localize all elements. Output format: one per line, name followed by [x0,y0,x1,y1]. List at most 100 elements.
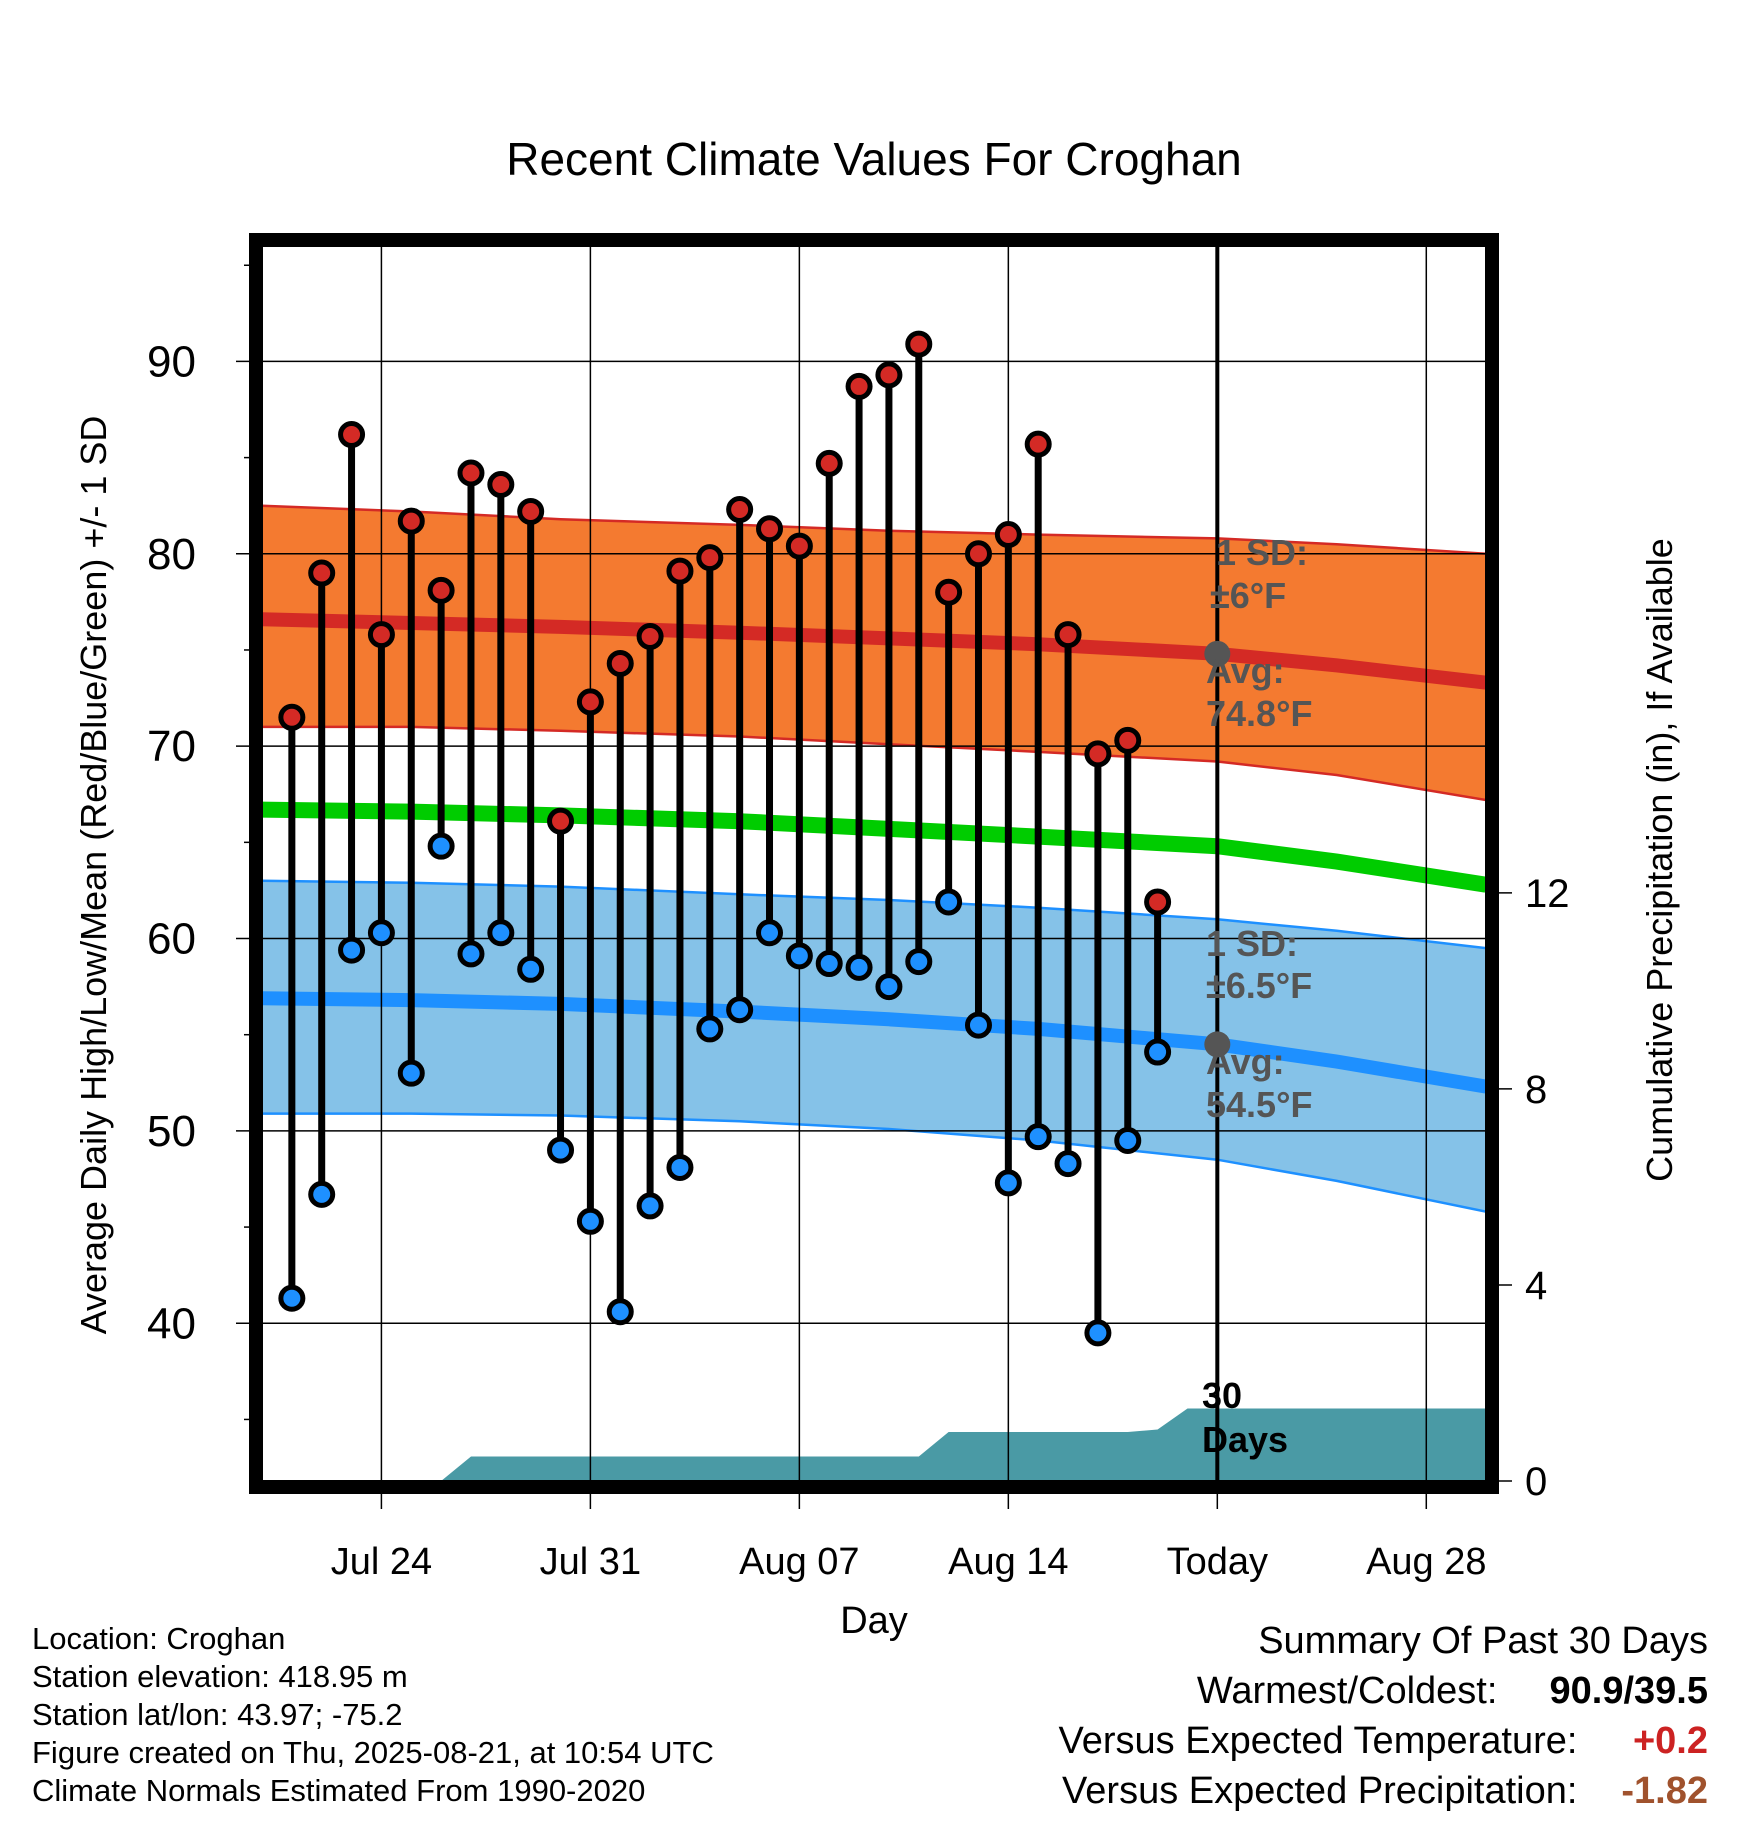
daily-low-point [726,996,754,1024]
precip-days-number: 30 [1202,1375,1242,1416]
daily-low-point [606,1298,634,1326]
summary-title: Summary Of Past 30 Days [1258,1620,1708,1662]
daily-high-point [1144,888,1172,916]
daily-low-point [875,973,903,1001]
daily-high-point [278,703,306,731]
x-tick-label: Today [1167,1541,1268,1583]
warm-cold-label: Warmest/Coldest: [1196,1670,1498,1712]
summary-temp: Versus Expected Temperature: +0.2 [1059,1716,1708,1766]
y-axis-label: Average Daily High/Low/Mean (Red/Blue/Gr… [73,416,114,1335]
daily-low-point [487,919,515,947]
info-created: Figure created on Thu, 2025-08-21, at 10… [32,1735,714,1770]
daily-high-point [696,544,724,572]
daily-high-point [756,515,784,543]
daily-high-point [1024,430,1052,458]
low-sd-lower-edge [262,1112,1486,1213]
precip-area [441,1408,1486,1481]
precip-value: -1.82 [1621,1770,1708,1812]
y-tick-label: 80 [147,530,196,579]
low-avg-value: 54.5°F [1206,1084,1312,1125]
daily-low-point [576,1207,604,1235]
daily-high-point [338,421,366,449]
low-sd-label: 1 SD: [1206,923,1298,964]
chart-title: Recent Climate Values For Croghan [506,133,1241,185]
daily-low-point [1084,1319,1112,1347]
daily-high-point [397,507,425,535]
daily-low-point [1114,1127,1142,1155]
daily-low-point [905,948,933,976]
daily-low-point [427,832,455,860]
x-tick-label: Jul 31 [540,1541,641,1583]
daily-high-point [636,623,664,651]
temp-value: +0.2 [1632,1720,1708,1762]
high-avg-value: 74.8°F [1206,693,1312,734]
daily-high-point [905,330,933,358]
info-elevation: Station elevation: 418.95 m [32,1659,408,1694]
daily-high-point [964,540,992,568]
x-tick-label: Aug 28 [1366,1541,1486,1583]
y2-tick-label: 4 [1525,1264,1547,1308]
temp-label: Versus Expected Temperature: [1058,1720,1578,1762]
y2-axis-label: Cumulative Precipitation (in), If Availa… [1639,538,1680,1182]
y-tick-label: 60 [147,915,196,964]
precip-days-label: Days [1202,1419,1288,1460]
y2-tick-label: 12 [1525,872,1570,916]
daily-high-point [487,471,515,499]
daily-low-point [964,1011,992,1039]
x-tick-label: Aug 07 [739,1541,859,1583]
y-tick-label: 90 [147,337,196,386]
low-sd-band [262,880,1486,1212]
y-tick-label: 50 [147,1107,196,1156]
daily-low-point [756,919,784,947]
daily-low-point [457,940,485,968]
precip-label: Versus Expected Precipitation: [1062,1770,1578,1812]
daily-high-point [367,621,395,649]
daily-high-point [308,559,336,587]
daily-high-point [1084,740,1112,768]
daily-low-point [994,1169,1022,1197]
daily-low-point [636,1192,664,1220]
y2-tick-label: 0 [1525,1460,1547,1504]
daily-high-point [576,688,604,716]
high-sd-value: ±6°F [1210,575,1286,616]
normal-low-line [262,991,1486,1094]
x-axis-label: Day [840,1600,908,1642]
daily-high-point [427,576,455,604]
daily-high-point [666,557,694,585]
daily-low-point [367,919,395,947]
daily-high-point [606,649,634,677]
high-sd-label: 1 SD: [1216,532,1308,573]
daily-high-point [935,578,963,606]
daily-low-point [1144,1038,1172,1066]
station-info: Location: Croghan Station elevation: 418… [32,1620,714,1810]
high-avg-label: Avg: [1206,650,1285,691]
daily-low-point [547,1136,575,1164]
today-low-avg-marker [1204,1031,1231,1058]
y2-tick-label: 8 [1525,1068,1547,1112]
daily-low-point [785,942,813,970]
today-high-avg-marker [1204,640,1231,667]
plot-frame [249,233,1499,1494]
daily-low-point [308,1180,336,1208]
daily-low-point [1054,1150,1082,1178]
daily-high-point [547,807,575,835]
summary-precip: Versus Expected Precipitation: -1.82 [1059,1766,1708,1816]
daily-high-point [726,496,754,524]
daily-high-point [1054,621,1082,649]
x-tick-label: Aug 14 [948,1541,1068,1583]
daily-high-point [517,497,545,525]
info-location: Location: Croghan [32,1621,286,1656]
summary-panel: Summary Of Past 30 Days Warmest/Coldest:… [1059,1616,1708,1816]
daily-low-point [338,936,366,964]
daily-high-point [845,372,873,400]
daily-high-point [457,459,485,487]
low-sd-value: ±6.5°F [1206,965,1312,1006]
info-normals: Climate Normals Estimated From 1990-2020 [32,1773,646,1808]
warm-cold-value: 90.9/39.5 [1549,1670,1708,1712]
daily-low-point [517,955,545,983]
daily-high-point [994,521,1022,549]
daily-high-point [785,532,813,560]
daily-low-point [935,888,963,916]
daily-low-point [845,953,873,981]
